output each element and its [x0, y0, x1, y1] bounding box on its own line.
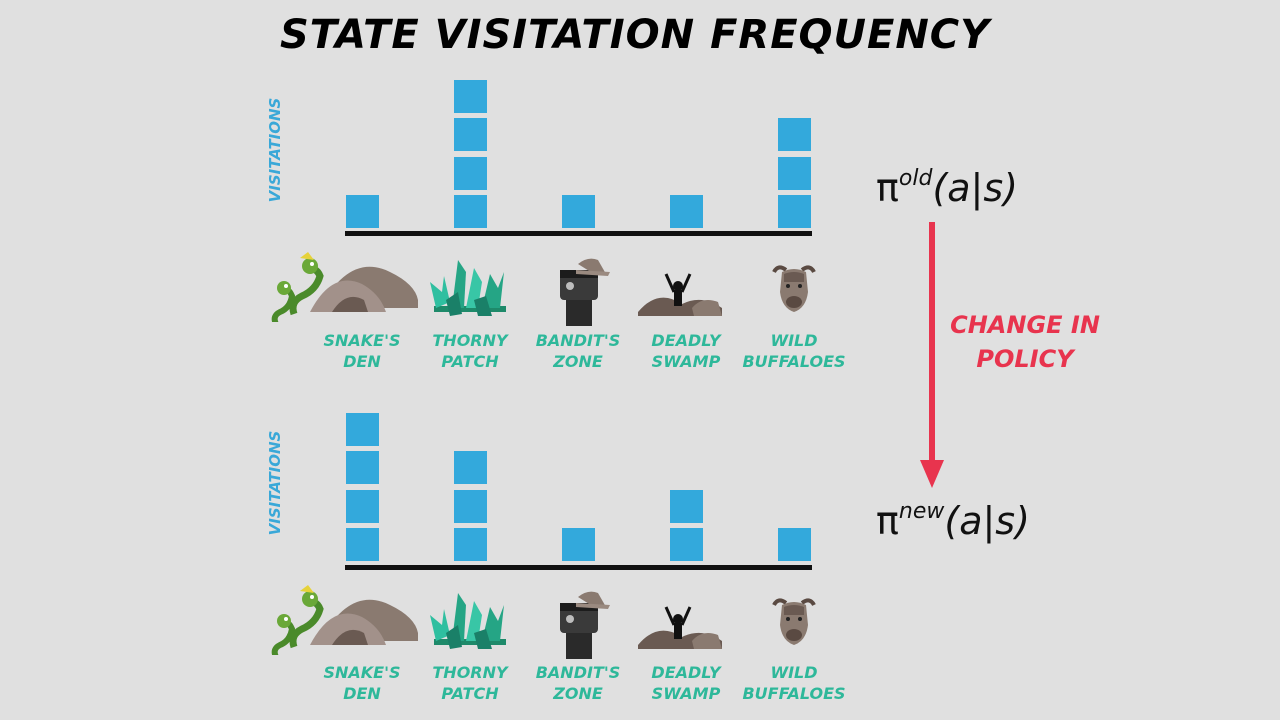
bar-block-new-snake-s-den-4: [345, 412, 379, 446]
category-label-old-wild-buffaloes: WILD BUFFALOES: [714, 330, 874, 372]
bar-block-new-snake-s-den-1: [345, 528, 379, 561]
x-axis-old: [345, 231, 812, 236]
category-label-line: DEN: [343, 352, 381, 371]
bar-block-old-thorny-patch-1: [453, 195, 487, 228]
category-label-line: WILD: [770, 663, 818, 682]
change-arrow-head: [920, 460, 944, 488]
bar-block-new-snake-s-den-3: [345, 451, 379, 484]
policy-old-symbol: π: [876, 166, 899, 210]
category-label-line: SNAKE'S: [323, 331, 401, 350]
category-label-line: BANDIT'S: [535, 663, 621, 682]
category-label-line: SWAMP: [651, 352, 721, 371]
change-label-line-1: CHANGE IN: [950, 311, 1100, 339]
bar-block-old-bandit-s-zone-1: [561, 195, 595, 228]
category-label-new-deadly-swamp: DEADLY SWAMP: [606, 662, 766, 704]
category-label-line: THORNY: [432, 331, 508, 350]
bandit-icon: [550, 256, 610, 333]
bar-block-old-thorny-patch-4: [453, 79, 487, 113]
policy-new-label: πnew(a|s): [876, 499, 1030, 543]
category-label-new-wild-buffaloes: WILD BUFFALOES: [714, 662, 874, 704]
chart-title: STATE VISITATION FREQUENCY: [280, 12, 991, 58]
category-label-line: BANDIT'S: [535, 331, 621, 350]
bar-block-new-thorny-patch-2: [453, 489, 487, 523]
category-label-line: PATCH: [441, 684, 499, 703]
bar-block-old-wild-buffaloes-2: [777, 156, 811, 190]
bar-block-new-deadly-swamp-1: [669, 528, 703, 561]
bar-block-new-snake-s-den-2: [345, 489, 379, 523]
thorny-patch-icon: [428, 252, 512, 325]
category-label-line: DEADLY: [651, 331, 721, 350]
category-label-new-snake-s-den: SNAKE'S DEN: [282, 662, 442, 704]
category-label-line: THORNY: [432, 663, 508, 682]
category-label-new-bandit-s-zone: BANDIT'S ZONE: [498, 662, 658, 704]
category-label-old-bandit-s-zone: BANDIT'S ZONE: [498, 330, 658, 372]
category-label-line: ZONE: [553, 684, 603, 703]
bar-block-old-thorny-patch-3: [453, 118, 487, 151]
bar-block-new-thorny-patch-1: [453, 528, 487, 561]
category-label-line: DEN: [343, 684, 381, 703]
bar-block-old-thorny-patch-2: [453, 156, 487, 190]
bandit-icon: [550, 589, 610, 666]
y-axis-label-new: VISITATIONS: [266, 430, 284, 536]
category-label-line: SNAKE'S: [323, 663, 401, 682]
change-arrow-shaft: [929, 222, 935, 464]
snake-den-icon: [270, 250, 420, 327]
bar-block-old-deadly-swamp-1: [669, 195, 703, 228]
policy-new-argument: (a|s): [944, 499, 1030, 543]
bar-block-new-wild-buffaloes-1: [777, 528, 811, 561]
bar-block-old-wild-buffaloes-1: [777, 195, 811, 228]
change-label-line-2: POLICY: [976, 345, 1074, 373]
bar-block-new-thorny-patch-3: [453, 451, 487, 484]
policy-old-label: πold(a|s): [876, 166, 1018, 210]
policy-new-symbol: π: [876, 499, 899, 543]
policy-old-argument: (a|s): [932, 166, 1018, 210]
y-axis-label-old: VISITATIONS: [266, 97, 284, 203]
thorny-patch-icon: [428, 585, 512, 658]
category-label-old-snake-s-den: SNAKE'S DEN: [282, 330, 442, 372]
category-label-line: ZONE: [553, 352, 603, 371]
bar-block-new-deadly-swamp-2: [669, 489, 703, 523]
category-label-line: PATCH: [441, 352, 499, 371]
change-in-policy-label: CHANGE IN POLICY: [930, 308, 1120, 376]
category-label-old-thorny-patch: THORNY PATCH: [390, 330, 550, 372]
category-label-line: SWAMP: [651, 684, 721, 703]
bar-block-old-snake-s-den-1: [345, 195, 379, 228]
policy-old-superscript: old: [898, 166, 933, 191]
category-label-line: WILD: [770, 331, 818, 350]
wild-buffalo-icon: [770, 595, 818, 652]
bar-block-new-bandit-s-zone-1: [561, 528, 595, 561]
category-label-old-deadly-swamp: DEADLY SWAMP: [606, 330, 766, 372]
category-label-line: BUFFALOES: [742, 684, 846, 703]
deadly-swamp-icon: [638, 264, 722, 325]
x-axis-new: [345, 565, 812, 570]
category-label-line: BUFFALOES: [742, 352, 846, 371]
snake-den-icon: [270, 583, 420, 660]
policy-new-superscript: new: [898, 499, 945, 524]
bar-block-old-wild-buffaloes-3: [777, 118, 811, 151]
category-label-line: DEADLY: [651, 663, 721, 682]
deadly-swamp-icon: [638, 597, 722, 658]
wild-buffalo-icon: [770, 262, 818, 319]
category-label-new-thorny-patch: THORNY PATCH: [390, 662, 550, 704]
